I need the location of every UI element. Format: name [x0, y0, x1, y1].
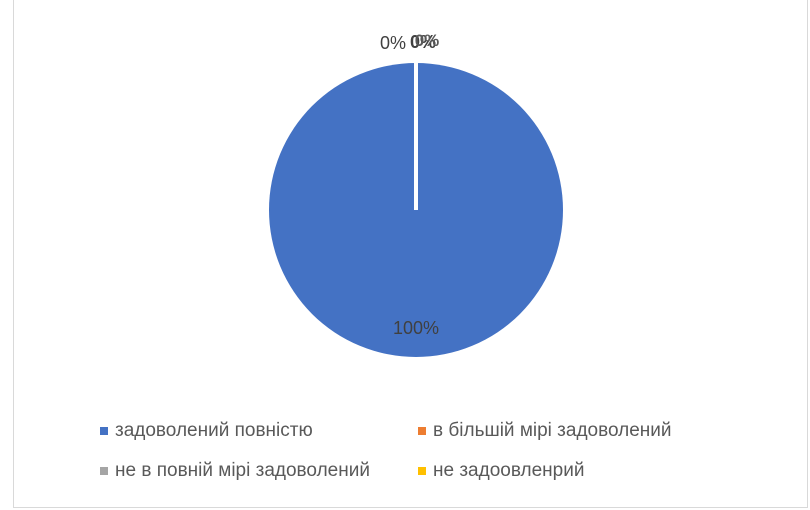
pie-data-label: 0%	[415, 31, 440, 50]
legend-swatch	[100, 467, 108, 475]
legend-label: задоволений повністю	[115, 420, 313, 441]
pie-chart: 100%0% 0%0%	[269, 31, 563, 357]
legend-item-1: в більшій мірі задоволений	[418, 420, 672, 442]
legend-label: в більшій мірі задоволений	[433, 420, 672, 441]
legend-item-3: не задоовленрий	[418, 460, 584, 482]
legend-item-2: не в повній мірі задоволений	[100, 460, 370, 482]
legend-swatch	[100, 427, 108, 435]
legend-swatch	[418, 427, 426, 435]
legend-label: не в повній мірі задоволений	[115, 460, 370, 481]
legend-swatch	[418, 467, 426, 475]
pie-data-label: 0%	[380, 33, 406, 53]
pie-data-label: 100%	[393, 318, 439, 338]
legend-label: не задоовленрий	[433, 460, 585, 481]
legend-item-0: задоволений повністю	[100, 420, 313, 442]
pie-slices	[269, 63, 563, 357]
pie-data-label: 0%	[410, 32, 436, 52]
pie-data-labels: 100%0% 0%0%	[380, 31, 439, 338]
chart-border	[13, 0, 808, 508]
